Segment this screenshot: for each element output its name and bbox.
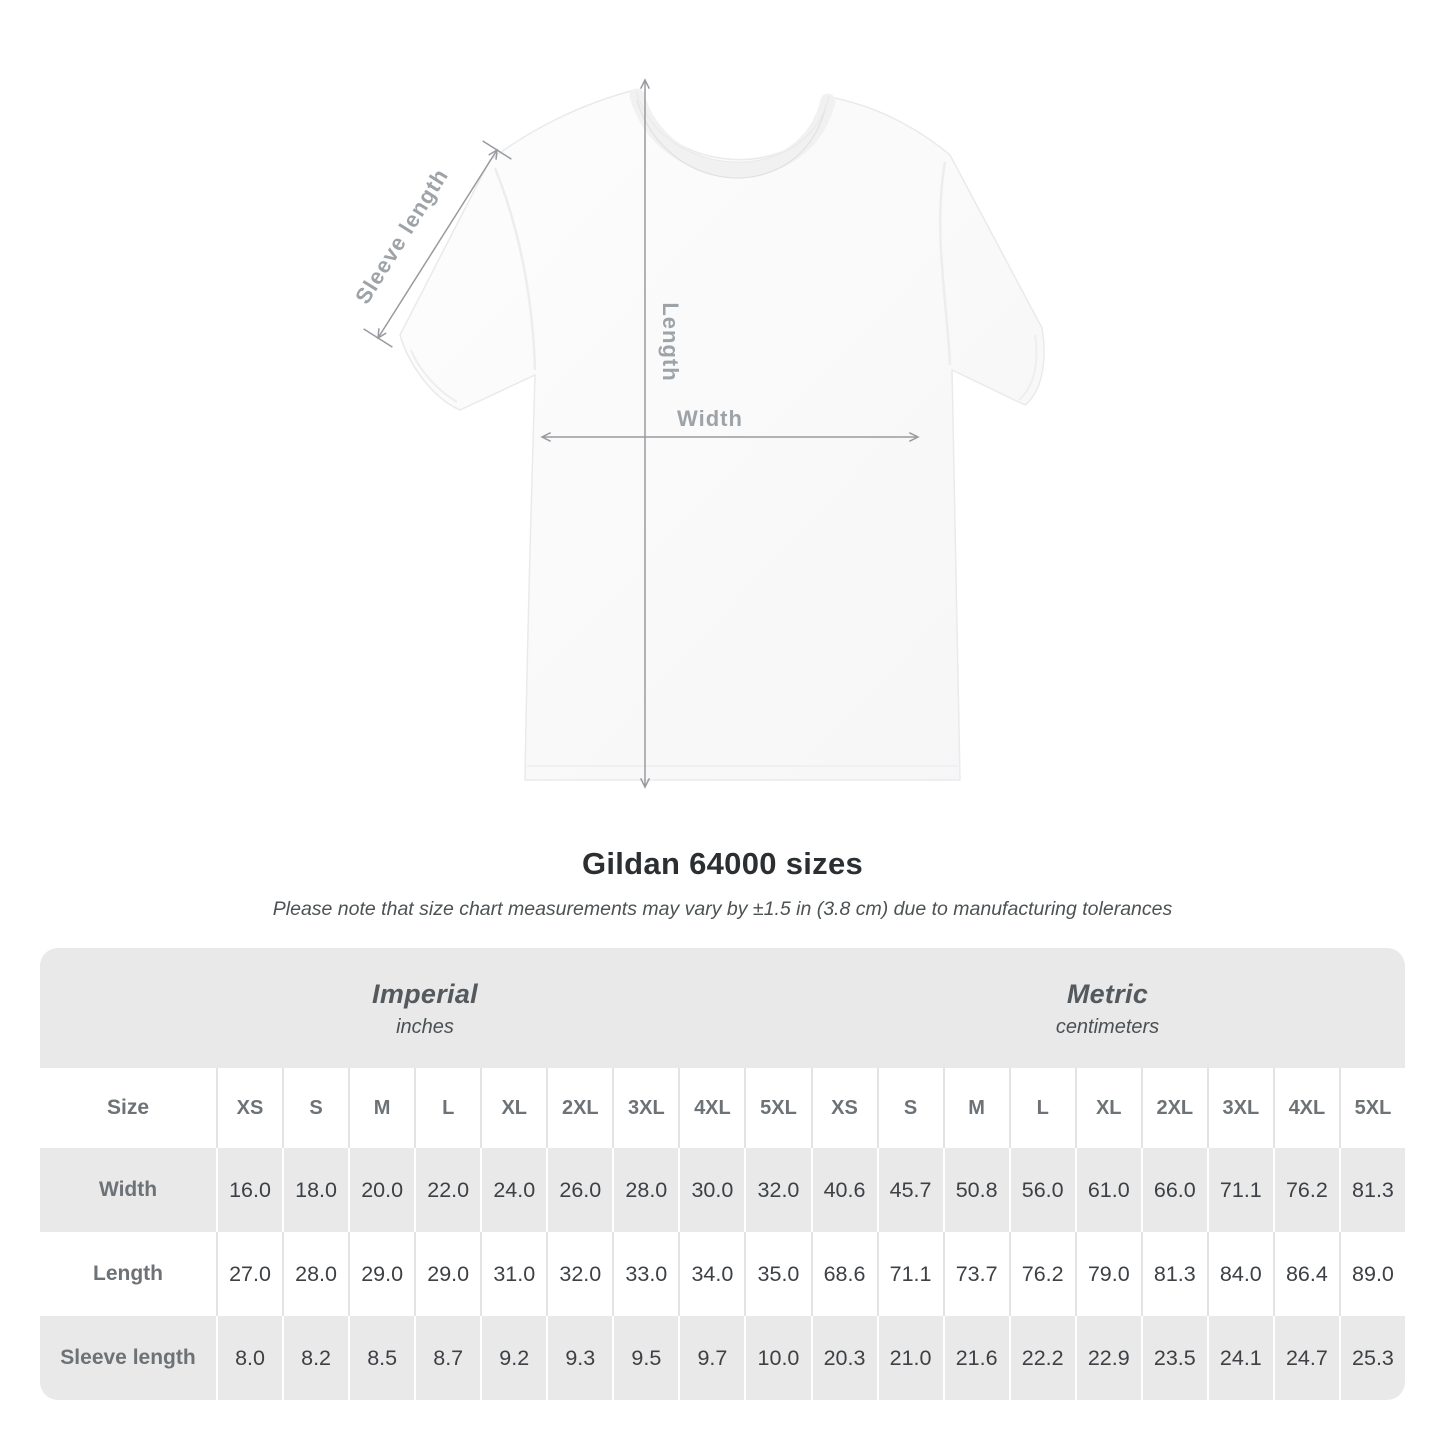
size-xl-imperial: XL bbox=[480, 1068, 546, 1148]
tshirt-measurement-diagram: Sleeve length Length Width bbox=[355, 78, 1045, 789]
sleeve-2xl-in: 9.3 bbox=[546, 1316, 612, 1400]
sleeve-xl-in: 9.2 bbox=[480, 1316, 546, 1400]
table-row-sleeve-length: Sleeve length 8.0 8.2 8.5 8.7 9.2 9.3 9.… bbox=[40, 1316, 1405, 1400]
size-xs-metric: XS bbox=[810, 1068, 877, 1148]
collar-band bbox=[629, 88, 836, 177]
size-m-metric: M bbox=[942, 1068, 1009, 1148]
length-m-in: 29.0 bbox=[348, 1232, 414, 1316]
length-s-in: 28.0 bbox=[282, 1232, 348, 1316]
width-m-in: 20.0 bbox=[348, 1148, 414, 1232]
length-3xl-cm: 84.0 bbox=[1206, 1232, 1273, 1316]
tshirt-illustration bbox=[399, 88, 1045, 781]
length-4xl-in: 34.0 bbox=[678, 1232, 744, 1316]
sleeve-xs-in: 8.0 bbox=[216, 1316, 282, 1400]
sleeve-4xl-in: 9.7 bbox=[678, 1316, 744, 1400]
length-xs-cm: 68.6 bbox=[810, 1232, 877, 1316]
sleeve-s-cm: 21.0 bbox=[876, 1316, 943, 1400]
width-s-in: 18.0 bbox=[282, 1148, 348, 1232]
size-s-imperial: S bbox=[282, 1068, 348, 1148]
size-m-imperial: M bbox=[348, 1068, 414, 1148]
imperial-label: Imperial bbox=[372, 979, 478, 1009]
table-row-length: Length 27.0 28.0 29.0 29.0 31.0 32.0 33.… bbox=[40, 1232, 1405, 1316]
length-xl-in: 31.0 bbox=[480, 1232, 546, 1316]
size-2xl-metric: 2XL bbox=[1140, 1068, 1207, 1148]
width-m-cm: 50.8 bbox=[942, 1148, 1009, 1232]
length-4xl-cm: 86.4 bbox=[1272, 1232, 1339, 1316]
length-s-cm: 71.1 bbox=[876, 1232, 943, 1316]
imperial-unit: inches bbox=[396, 1016, 454, 1038]
length-l-cm: 76.2 bbox=[1008, 1232, 1075, 1316]
tolerance-note: Please note that size chart measurements… bbox=[272, 898, 1173, 920]
size-l-metric: L bbox=[1008, 1068, 1075, 1148]
size-column-header: Size bbox=[106, 1096, 150, 1119]
metric-header: Metric centimeters bbox=[810, 948, 1405, 1068]
sleeve-5xl-cm: 25.3 bbox=[1338, 1316, 1405, 1400]
unit-header-band: Imperial inches Metric centimeters bbox=[40, 948, 1405, 1068]
sleeve-s-in: 8.2 bbox=[282, 1316, 348, 1400]
width-4xl-in: 30.0 bbox=[678, 1148, 744, 1232]
sleeve-xs-cm: 20.3 bbox=[810, 1316, 877, 1400]
size-header-row: Size XS S M L XL 2XL 3XL 4XL 5XL XS S M … bbox=[40, 1068, 1405, 1148]
length-2xl-cm: 81.3 bbox=[1140, 1232, 1207, 1316]
size-l-imperial: L bbox=[414, 1068, 480, 1148]
length-m-cm: 73.7 bbox=[942, 1232, 1009, 1316]
width-5xl-in: 32.0 bbox=[744, 1148, 810, 1232]
size-table: Imperial inches Metric centimeters Size … bbox=[40, 948, 1405, 1400]
size-4xl-imperial: 4XL bbox=[678, 1068, 744, 1148]
size-xs-imperial: XS bbox=[216, 1068, 282, 1148]
width-2xl-cm: 66.0 bbox=[1140, 1148, 1207, 1232]
length-2xl-in: 32.0 bbox=[546, 1232, 612, 1316]
sleeve-5xl-in: 10.0 bbox=[744, 1316, 810, 1400]
table-row-width: Width 16.0 18.0 20.0 22.0 24.0 26.0 28.0… bbox=[40, 1148, 1405, 1232]
sleeve-3xl-cm: 24.1 bbox=[1206, 1316, 1273, 1400]
width-5xl-cm: 81.3 bbox=[1338, 1148, 1405, 1232]
width-3xl-in: 28.0 bbox=[612, 1148, 678, 1232]
size-4xl-metric: 4XL bbox=[1272, 1068, 1339, 1148]
length-l-in: 29.0 bbox=[414, 1232, 480, 1316]
sleeve-m-cm: 21.6 bbox=[942, 1316, 1009, 1400]
size-xl-metric: XL bbox=[1074, 1068, 1141, 1148]
sleeve-2xl-cm: 23.5 bbox=[1140, 1316, 1207, 1400]
sleeve-row-label: Sleeve length bbox=[60, 1346, 196, 1369]
width-xs-cm: 40.6 bbox=[810, 1148, 877, 1232]
width-xs-in: 16.0 bbox=[216, 1148, 282, 1232]
size-5xl-metric: 5XL bbox=[1338, 1068, 1405, 1148]
length-5xl-in: 35.0 bbox=[744, 1232, 810, 1316]
width-s-cm: 45.7 bbox=[876, 1148, 943, 1232]
length-row-label: Length bbox=[93, 1262, 163, 1285]
sleeve-m-in: 8.5 bbox=[348, 1316, 414, 1400]
length-5xl-cm: 89.0 bbox=[1338, 1232, 1405, 1316]
width-4xl-cm: 76.2 bbox=[1272, 1148, 1339, 1232]
sleeve-3xl-in: 9.5 bbox=[612, 1316, 678, 1400]
length-xl-cm: 79.0 bbox=[1074, 1232, 1141, 1316]
size-2xl-imperial: 2XL bbox=[546, 1068, 612, 1148]
metric-label: Metric bbox=[1066, 979, 1149, 1009]
width-xl-cm: 61.0 bbox=[1074, 1148, 1141, 1232]
width-l-cm: 56.0 bbox=[1008, 1148, 1075, 1232]
size-s-metric: S bbox=[876, 1068, 943, 1148]
sleeve-4xl-cm: 24.7 bbox=[1272, 1316, 1339, 1400]
sleeve-length-dimension bbox=[363, 140, 512, 348]
sleeve-l-in: 8.7 bbox=[414, 1316, 480, 1400]
sleeve-l-cm: 22.2 bbox=[1008, 1316, 1075, 1400]
width-label: Width bbox=[677, 406, 743, 431]
width-3xl-cm: 71.1 bbox=[1206, 1148, 1273, 1232]
size-5xl-imperial: 5XL bbox=[744, 1068, 810, 1148]
size-3xl-metric: 3XL bbox=[1206, 1068, 1273, 1148]
width-l-in: 22.0 bbox=[414, 1148, 480, 1232]
sleeve-xl-cm: 22.9 bbox=[1074, 1316, 1141, 1400]
length-label: Length bbox=[658, 302, 683, 381]
size-3xl-imperial: 3XL bbox=[612, 1068, 678, 1148]
width-2xl-in: 26.0 bbox=[546, 1148, 612, 1232]
length-3xl-in: 33.0 bbox=[612, 1232, 678, 1316]
width-row-label: Width bbox=[98, 1178, 158, 1201]
length-xs-in: 27.0 bbox=[216, 1232, 282, 1316]
width-xl-in: 24.0 bbox=[480, 1148, 546, 1232]
page-title: Gildan 64000 sizes bbox=[581, 846, 864, 881]
metric-unit: centimeters bbox=[1055, 1016, 1160, 1038]
imperial-header: Imperial inches bbox=[40, 948, 810, 1068]
